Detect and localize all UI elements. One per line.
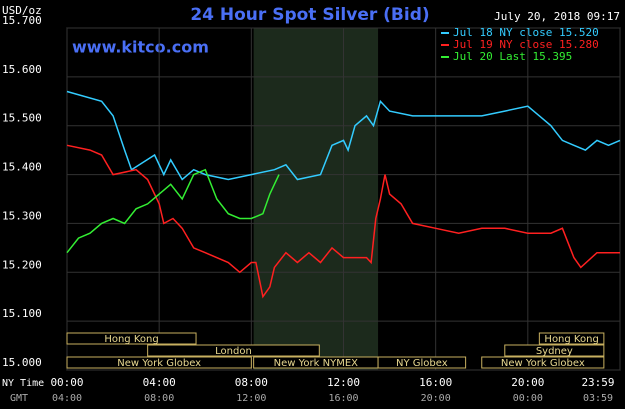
website: www.kitco.com	[72, 38, 209, 57]
series-line	[66, 90, 621, 181]
x-axis-label: NY Time	[2, 378, 44, 389]
x-tick-label: 12:00	[327, 376, 360, 389]
chart-title: 24 Hour Spot Silver (Bid)	[190, 5, 429, 25]
session-label: NY Globex	[396, 358, 448, 369]
x-tick-label: 00:00	[50, 376, 83, 389]
session-bar	[481, 356, 605, 369]
y-tick-label: 15.200	[2, 258, 42, 271]
x2-tick-label: 04:00	[52, 393, 82, 404]
x2-tick-label: 08:00	[144, 393, 174, 404]
x2-tick-label: 20:00	[421, 393, 451, 404]
session-bar	[66, 356, 252, 369]
session-label: New York NYMEX	[274, 358, 359, 369]
x2-tick-label: 16:00	[328, 393, 358, 404]
x-tick-label: 08:00	[235, 376, 268, 389]
x2-axis-label: GMT	[10, 393, 28, 404]
session-label: New York Globex	[501, 358, 585, 369]
x-tick-label: 20:00	[511, 376, 544, 389]
x-tick-label: 23:59	[581, 376, 614, 389]
legend-label: Jul 20 Last 15.395	[453, 50, 572, 63]
session-bar	[504, 344, 605, 357]
session-label: Sydney	[536, 346, 573, 357]
session-label: Hong Kong	[104, 334, 158, 345]
timestamp: July 20, 2018 09:17	[494, 10, 620, 23]
x-tick-label: 04:00	[143, 376, 176, 389]
x2-tick-label: 12:00	[236, 393, 266, 404]
session-bar	[377, 356, 467, 369]
y-unit: USD/oz	[2, 4, 42, 17]
legend-label: Jul 19 NY close 15.280	[453, 38, 599, 51]
session-bar	[66, 332, 197, 345]
legend-label: Jul 18 NY close 15.520	[453, 26, 599, 39]
session-bar	[538, 332, 605, 345]
y-tick-label: 15.100	[2, 307, 42, 320]
series-line	[66, 144, 620, 299]
series-line	[66, 168, 280, 254]
y-tick-label: 15.000	[2, 356, 42, 369]
y-tick-label: 15.600	[2, 63, 42, 76]
y-tick-label: 15.500	[2, 112, 42, 125]
y-tick-label: 15.300	[2, 209, 42, 222]
session-label: Hong Kong	[544, 334, 598, 345]
x-tick-label: 16:00	[419, 376, 452, 389]
y-tick-label: 15.400	[2, 161, 42, 174]
x2-tick-label: 03:59	[583, 393, 613, 404]
session-bar	[147, 344, 320, 357]
y-tick-label: 15.700	[2, 14, 42, 27]
session-label: London	[215, 346, 252, 357]
session-label: New York Globex	[117, 358, 201, 369]
x2-tick-label: 00:00	[513, 393, 543, 404]
highlight-band	[253, 28, 379, 370]
